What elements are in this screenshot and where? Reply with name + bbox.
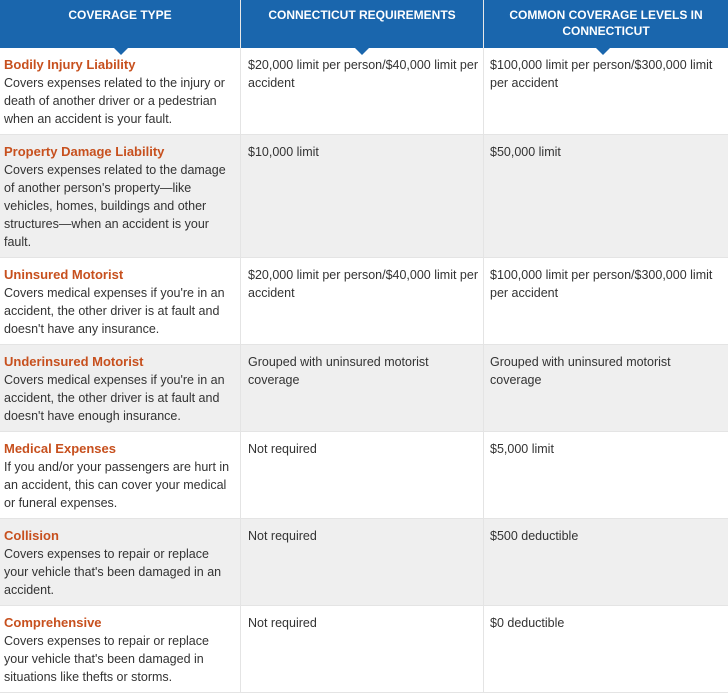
coverage-cell: Underinsured Motorist Covers medical exp… bbox=[0, 345, 241, 432]
coverage-title: Underinsured Motorist bbox=[4, 354, 144, 369]
common-level-cell: $100,000 limit per person/$300,000 limit… bbox=[484, 48, 728, 135]
coverage-cell: Uninsured Motorist Covers medical expens… bbox=[0, 258, 241, 345]
requirement-cell: $10,000 limit bbox=[241, 135, 484, 258]
coverage-title: Bodily Injury Liability bbox=[4, 57, 136, 72]
common-level-cell: $50,000 limit bbox=[484, 135, 728, 258]
coverage-cell: Property Damage Liability Covers expense… bbox=[0, 135, 241, 258]
header-label: Common Coverage Levels in Connecticut bbox=[509, 8, 703, 38]
coverage-title: Collision bbox=[4, 528, 59, 543]
table-row: Uninsured Motorist Covers medical expens… bbox=[0, 258, 728, 345]
coverage-cell: Collision Covers expenses to repair or r… bbox=[0, 519, 241, 606]
table-row: Property Damage Liability Covers expense… bbox=[0, 135, 728, 258]
requirement-cell: $20,000 limit per person/$40,000 limit p… bbox=[241, 258, 484, 345]
coverage-cell: Comprehensive Covers expenses to repair … bbox=[0, 606, 241, 693]
coverage-title: Comprehensive bbox=[4, 615, 102, 630]
header-pointer-icon bbox=[354, 47, 370, 55]
common-level-cell: $5,000 limit bbox=[484, 432, 728, 519]
coverage-title: Property Damage Liability bbox=[4, 144, 165, 159]
common-level-cell: $100,000 limit per person/$300,000 limit… bbox=[484, 258, 728, 345]
table-row: Collision Covers expenses to repair or r… bbox=[0, 519, 728, 606]
table-row: Underinsured Motorist Covers medical exp… bbox=[0, 345, 728, 432]
requirement-cell: Not required bbox=[241, 606, 484, 693]
common-level-cell: $500 deductible bbox=[484, 519, 728, 606]
coverage-description: If you and/or your passengers are hurt i… bbox=[4, 460, 230, 510]
table-header-row: Coverage Type Connecticut Requirements C… bbox=[0, 0, 728, 55]
coverage-description: Covers medical expenses if you're in an … bbox=[4, 286, 225, 336]
coverage-description: Covers medical expenses if you're in an … bbox=[4, 373, 225, 423]
coverage-description: Covers expenses related to the injury or… bbox=[4, 76, 225, 126]
requirement-cell: Not required bbox=[241, 519, 484, 606]
table-row: Bodily Injury Liability Covers expenses … bbox=[0, 48, 728, 135]
header-common-coverage-levels: Common Coverage Levels in Connecticut bbox=[484, 0, 728, 55]
common-level-cell: $0 deductible bbox=[484, 606, 728, 693]
header-pointer-icon bbox=[595, 47, 611, 55]
requirement-cell: Grouped with uninsured motorist coverage bbox=[241, 345, 484, 432]
requirement-cell: $20,000 limit per person/$40,000 limit p… bbox=[241, 48, 484, 135]
coverage-cell: Medical Expenses If you and/or your pass… bbox=[0, 432, 241, 519]
table-row: Comprehensive Covers expenses to repair … bbox=[0, 606, 728, 693]
header-coverage-type: Coverage Type bbox=[0, 0, 241, 55]
coverage-description: Covers expenses related to the damage of… bbox=[4, 163, 226, 249]
header-connecticut-requirements: Connecticut Requirements bbox=[241, 0, 484, 55]
coverage-cell: Bodily Injury Liability Covers expenses … bbox=[0, 48, 241, 135]
coverage-description: Covers expenses to repair or replace you… bbox=[4, 547, 222, 597]
coverage-description: Covers expenses to repair or replace you… bbox=[4, 634, 209, 684]
header-label: Coverage Type bbox=[68, 8, 172, 22]
requirement-cell: Not required bbox=[241, 432, 484, 519]
header-label: Connecticut Requirements bbox=[268, 8, 456, 22]
coverage-title: Uninsured Motorist bbox=[4, 267, 124, 282]
table-row: Medical Expenses If you and/or your pass… bbox=[0, 432, 728, 519]
coverage-title: Medical Expenses bbox=[4, 441, 116, 456]
common-level-cell: Grouped with uninsured motorist coverage bbox=[484, 345, 728, 432]
header-pointer-icon bbox=[113, 47, 129, 55]
